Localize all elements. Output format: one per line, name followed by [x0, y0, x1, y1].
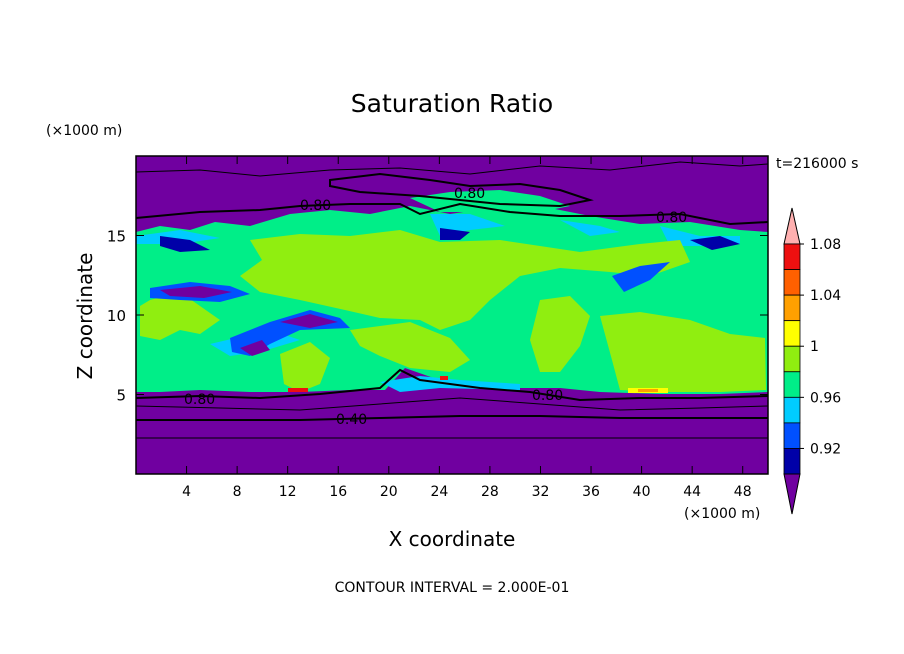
x-unit-label: (×1000 m): [684, 506, 760, 522]
y-unit-label: (×1000 m): [46, 123, 122, 139]
y-tick-label: 10: [107, 307, 126, 325]
contour-line-040: [136, 415, 768, 421]
contour-label-4: 0.80: [184, 392, 215, 408]
x-tick-label: 48: [734, 484, 752, 500]
colorbar-label: 1.08: [810, 237, 841, 253]
colorbar-swatch: [783, 320, 801, 347]
green-region-right: [600, 312, 766, 392]
colorbar-swatch: [783, 269, 801, 296]
x-tick-label: 32: [532, 484, 550, 500]
x-axis-ticks: 4 8 12 16 20 24 28 32 36 40 44 48: [182, 156, 752, 500]
green-region-center: [350, 322, 470, 372]
supersat-spot-3: [288, 388, 308, 392]
green-region-south: [530, 296, 590, 372]
contour-line-lower-thin: [135, 397, 769, 411]
x-tick-label: 40: [633, 484, 651, 500]
cyan-edge-top: [136, 214, 740, 246]
contour-line-upper-080: [135, 202, 769, 226]
colorbar: 1.08 1.04 1 0.96 0.92: [783, 207, 841, 515]
contour-label-1: 0.80: [300, 198, 331, 214]
colorbar-label: 0.96: [810, 390, 841, 406]
green-region-mid: [280, 342, 330, 392]
contour-labels: 0.80 0.80 0.80 0.80 0.80 0.40: [184, 186, 687, 428]
colorbar-swatch: [783, 294, 801, 322]
colorbar-swatch: [783, 345, 801, 373]
colorbar-swatch: [783, 422, 801, 449]
contour-line-lower-080: [135, 368, 769, 402]
lower-dry-layer: [136, 396, 768, 474]
colorbar-swatch: [783, 448, 801, 475]
colorbar-swatch: [783, 396, 801, 424]
x-axis-label: X coordinate: [389, 527, 516, 551]
x-tick-label: 44: [683, 484, 701, 500]
time-label: t=216000 s: [776, 156, 858, 172]
dry-pocket-6: [160, 228, 740, 252]
x-tick-label: 36: [582, 484, 600, 500]
colorbar-bottom-triangle: [783, 473, 801, 515]
colorbar-label: 0.92: [810, 441, 841, 457]
contour-label-2: 0.80: [454, 186, 485, 202]
y-axis-label: Z coordinate: [73, 253, 97, 380]
colorbar-label: 1.04: [810, 288, 841, 304]
x-tick-label: 16: [329, 484, 347, 500]
contour-line-top-thin: [135, 161, 769, 177]
colorbar-swatch: [783, 243, 801, 270]
x-tick-label: 8: [233, 484, 242, 500]
contour-lines: [135, 161, 769, 439]
supersat-spot-4: [440, 376, 448, 380]
colorbar-top-triangle: [783, 207, 801, 245]
cyan-edge-bottom: [210, 330, 520, 392]
colorbar-swatch: [783, 371, 801, 398]
x-tick-label: 28: [481, 484, 499, 500]
x-tick-label: 24: [430, 484, 448, 500]
contour-label-3: 0.80: [656, 210, 687, 226]
dry-pocket-4: [240, 314, 338, 356]
x-tick-label: 20: [380, 484, 398, 500]
contour-interval-label: CONTOUR INTERVAL = 2.000E-01: [335, 580, 570, 596]
y-tick-label: 5: [116, 387, 126, 405]
chart-title: Saturation Ratio: [351, 89, 553, 118]
supersat-spot-2: [638, 389, 658, 392]
y-tick-label: 15: [107, 228, 126, 246]
y-axis-ticks: 5 10 15: [107, 228, 768, 405]
green-region-left: [140, 292, 220, 340]
contour-line-upper-closed: [329, 172, 594, 208]
contour-label-6: 0.40: [336, 412, 367, 428]
dry-pocket-5: [612, 262, 670, 292]
x-tick-label: 4: [182, 484, 191, 500]
dry-pocket-2: [160, 286, 232, 298]
colorbar-label: 1: [810, 339, 819, 355]
contour-label-5: 0.80: [532, 388, 563, 404]
green-region-main: [240, 230, 690, 330]
x-tick-label: 12: [279, 484, 297, 500]
contour-field: 0.80 0.80 0.80 0.80 0.80 0.40: [135, 155, 769, 475]
